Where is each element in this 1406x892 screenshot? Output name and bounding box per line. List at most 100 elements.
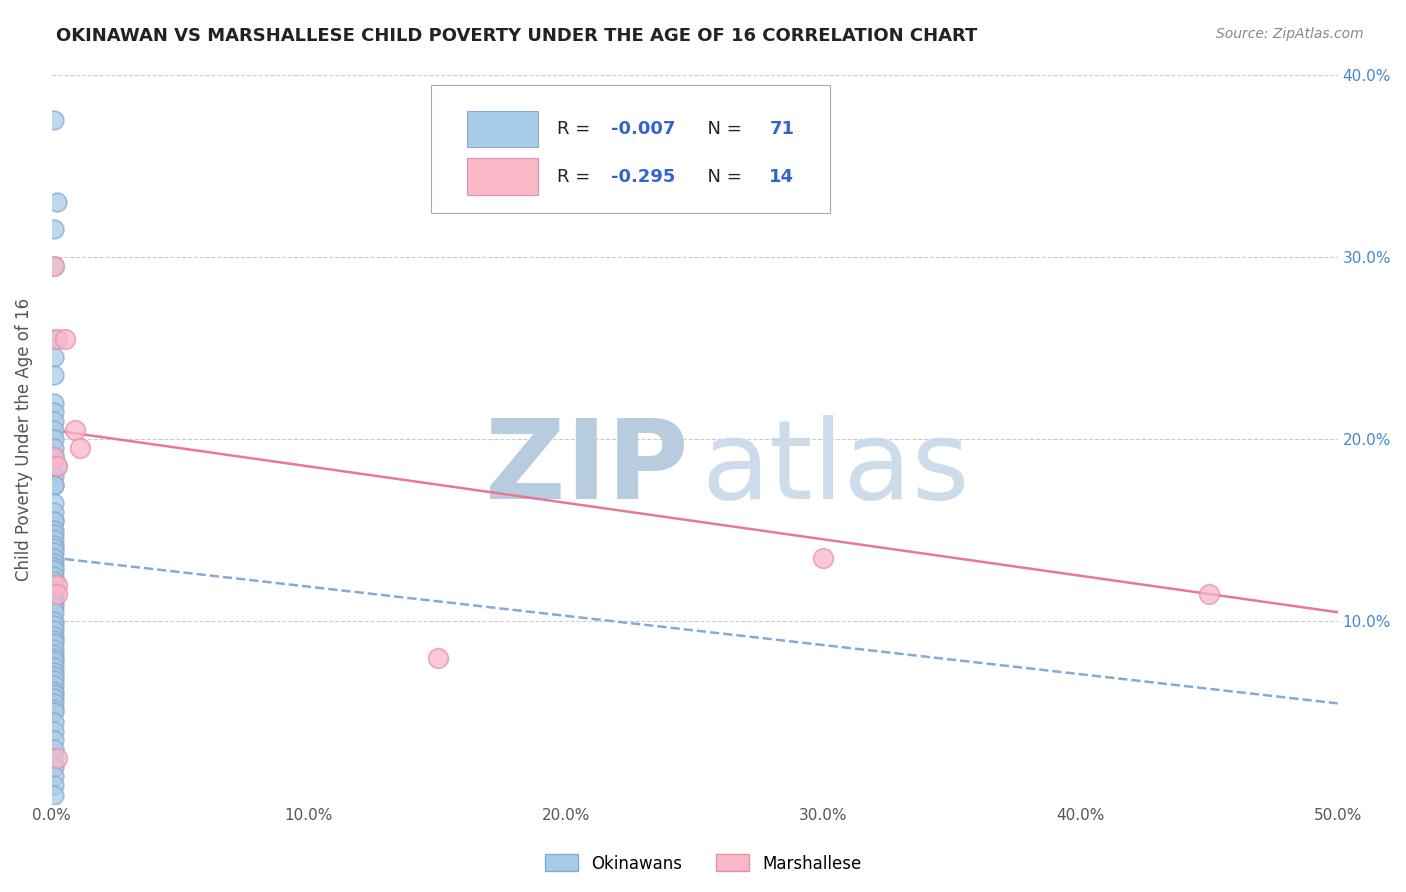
Point: [44, 395, 66, 409]
Point: [44, 259, 66, 273]
Point: [44, 599, 66, 614]
Point: [44, 450, 66, 465]
Point: [1198, 587, 1220, 601]
Point: [44, 113, 66, 128]
Point: [44, 665, 66, 680]
Point: [44, 450, 66, 465]
FancyBboxPatch shape: [467, 111, 538, 147]
Text: N =: N =: [696, 120, 748, 138]
Point: [44, 563, 66, 577]
Point: [44, 368, 66, 383]
Point: [44, 538, 66, 552]
Point: [44, 690, 66, 705]
Point: [44, 629, 66, 643]
Point: [44, 636, 66, 650]
Point: [44, 578, 66, 592]
Point: [44, 615, 66, 629]
Point: [44, 514, 66, 528]
Point: [44, 678, 66, 692]
Point: [44, 496, 66, 510]
Point: [44, 441, 66, 455]
FancyBboxPatch shape: [432, 86, 830, 213]
Point: [53, 332, 76, 346]
Point: [44, 778, 66, 792]
Text: -0.007: -0.007: [612, 120, 675, 138]
Point: [44, 332, 66, 346]
Text: ZIP: ZIP: [485, 415, 689, 522]
Point: [44, 414, 66, 428]
Point: [44, 523, 66, 537]
Point: [44, 683, 66, 698]
Point: [813, 550, 835, 565]
Point: [426, 650, 449, 665]
Point: [44, 751, 66, 765]
Point: [45, 459, 67, 474]
Point: [44, 222, 66, 236]
Point: [44, 550, 66, 565]
Point: [44, 559, 66, 574]
Text: Source: ZipAtlas.com: Source: ZipAtlas.com: [1216, 27, 1364, 41]
Point: [44, 647, 66, 661]
Point: [44, 556, 66, 570]
Text: atlas: atlas: [702, 415, 970, 522]
Point: [45, 578, 67, 592]
Point: [44, 702, 66, 716]
Point: [44, 592, 66, 607]
Point: [44, 714, 66, 729]
Point: [44, 687, 66, 701]
Point: [44, 624, 66, 638]
Text: 71: 71: [769, 120, 794, 138]
Point: [44, 574, 66, 589]
Point: [44, 423, 66, 437]
Point: [44, 541, 66, 556]
Text: R =: R =: [557, 168, 596, 186]
Point: [44, 350, 66, 364]
FancyBboxPatch shape: [467, 159, 538, 194]
Point: [44, 477, 66, 491]
Point: [44, 568, 66, 582]
Point: [44, 660, 66, 674]
Point: [44, 788, 66, 802]
Point: [45, 751, 67, 765]
Point: [44, 545, 66, 559]
Text: OKINAWAN VS MARSHALLESE CHILD POVERTY UNDER THE AGE OF 16 CORRELATION CHART: OKINAWAN VS MARSHALLESE CHILD POVERTY UN…: [56, 27, 977, 45]
Point: [44, 578, 66, 592]
Point: [44, 405, 66, 419]
Point: [44, 669, 66, 683]
Point: [44, 477, 66, 491]
Point: [45, 459, 67, 474]
Point: [63, 423, 86, 437]
Point: [44, 732, 66, 747]
Legend: Okinawans, Marshallese: Okinawans, Marshallese: [538, 847, 868, 880]
Text: 14: 14: [769, 168, 794, 186]
Point: [44, 632, 66, 647]
Point: [44, 655, 66, 669]
Y-axis label: Child Poverty Under the Age of 16: Child Poverty Under the Age of 16: [15, 298, 32, 581]
Point: [44, 742, 66, 756]
Point: [45, 332, 67, 346]
Text: -0.295: -0.295: [612, 168, 675, 186]
Point: [44, 526, 66, 541]
Point: [44, 259, 66, 273]
Point: [44, 641, 66, 656]
Point: [44, 723, 66, 738]
Point: [44, 697, 66, 711]
Point: [44, 514, 66, 528]
Point: [44, 505, 66, 519]
Point: [45, 195, 67, 210]
Point: [44, 587, 66, 601]
Text: R =: R =: [557, 120, 596, 138]
Point: [69, 441, 91, 455]
Point: [44, 650, 66, 665]
Text: N =: N =: [696, 168, 748, 186]
Point: [44, 582, 66, 596]
Point: [44, 468, 66, 483]
Point: [44, 618, 66, 632]
Point: [44, 769, 66, 783]
Point: [44, 596, 66, 610]
Point: [44, 605, 66, 619]
Point: [45, 587, 67, 601]
Point: [44, 673, 66, 687]
Point: [44, 760, 66, 774]
Point: [44, 432, 66, 446]
